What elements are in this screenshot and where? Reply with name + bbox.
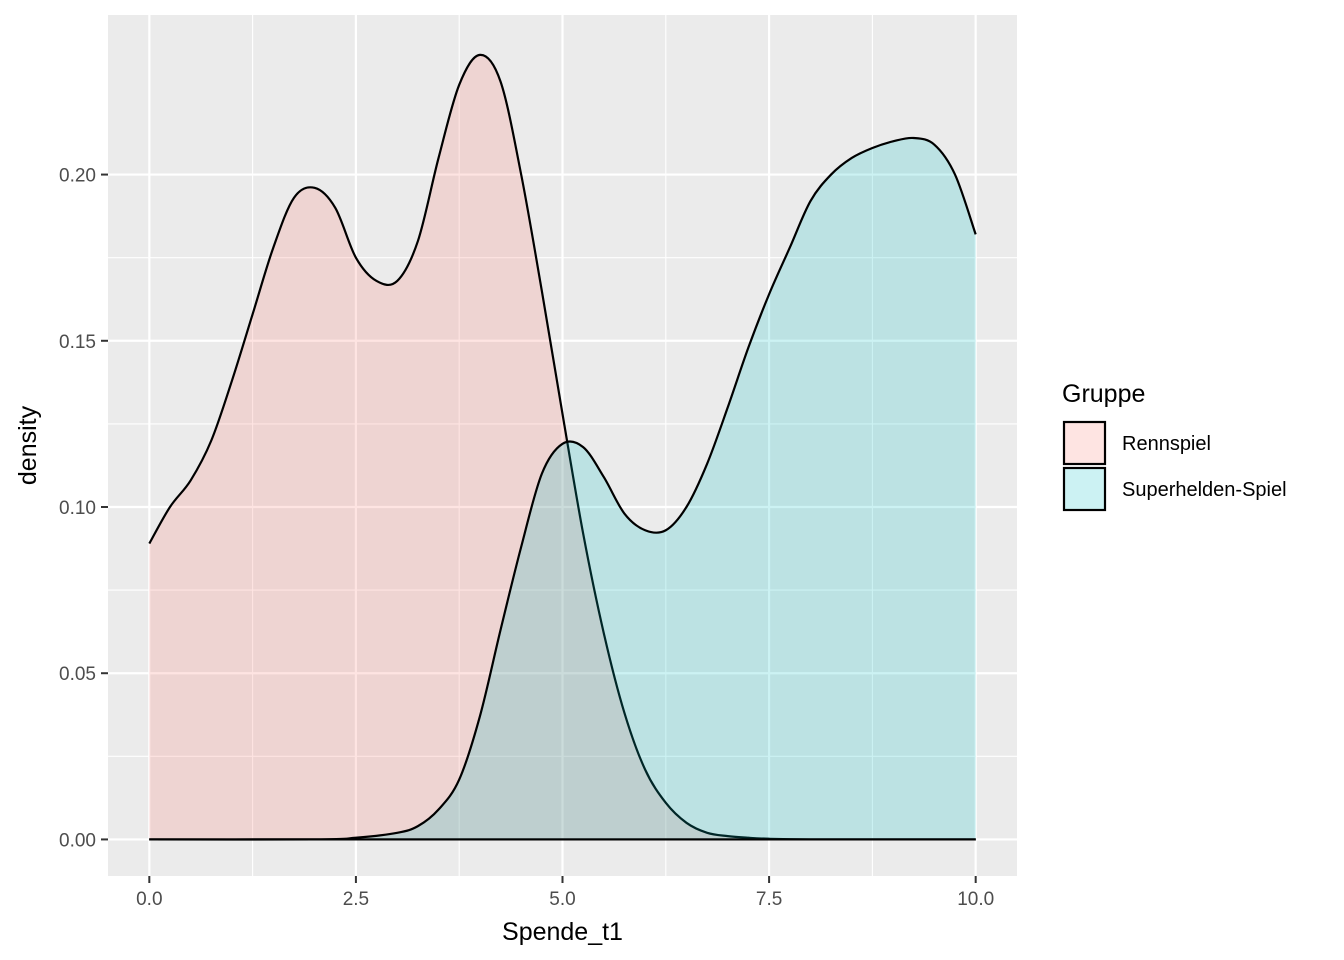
legend-item: Superhelden-Spiel <box>1062 466 1287 512</box>
legend-key-background <box>1064 422 1105 464</box>
legend-key-swatch <box>1062 466 1107 512</box>
legend-label: Superhelden-Spiel <box>1122 479 1287 501</box>
legend-label: Rennspiel <box>1122 433 1211 455</box>
y-tick-label: 0.10 <box>59 498 96 519</box>
legend-key-background <box>1064 468 1105 510</box>
legend-key-swatch <box>1062 420 1107 466</box>
density-curve <box>149 136 977 841</box>
y-axis-title: density <box>14 405 42 485</box>
density-series-1 <box>149 136 977 841</box>
x-tick-label: 7.5 <box>756 889 782 910</box>
y-tick-label: 0.20 <box>59 166 96 187</box>
legend-items: Rennspiel Superhelden-Spiel <box>1062 420 1287 512</box>
density-area-fill <box>149 137 976 840</box>
x-tick-label: 2.5 <box>343 889 369 910</box>
y-tick-label: 0.00 <box>59 830 96 851</box>
density-area-fill <box>149 54 976 840</box>
x-tick-label: 5.0 <box>549 889 575 910</box>
x-axis-ticks: 0.0 2.5 5.0 7.5 10.0 <box>136 876 994 910</box>
legend-title: Gruppe <box>1062 380 1145 408</box>
legend: Gruppe Rennspiel Superhelden-Spiel <box>1062 380 1287 512</box>
density-curve <box>148 53 976 841</box>
x-tick-label: 10.0 <box>957 889 994 910</box>
y-tick-label: 0.15 <box>59 332 96 353</box>
density-areas <box>148 53 977 841</box>
x-tick-label: 0.0 <box>136 889 162 910</box>
legend-item: Rennspiel <box>1062 420 1211 466</box>
x-axis-title: Spende_t1 <box>502 918 623 946</box>
y-axis-ticks: 0.00 0.05 0.10 0.15 0.20 <box>59 166 108 851</box>
y-tick-label: 0.05 <box>59 664 96 685</box>
